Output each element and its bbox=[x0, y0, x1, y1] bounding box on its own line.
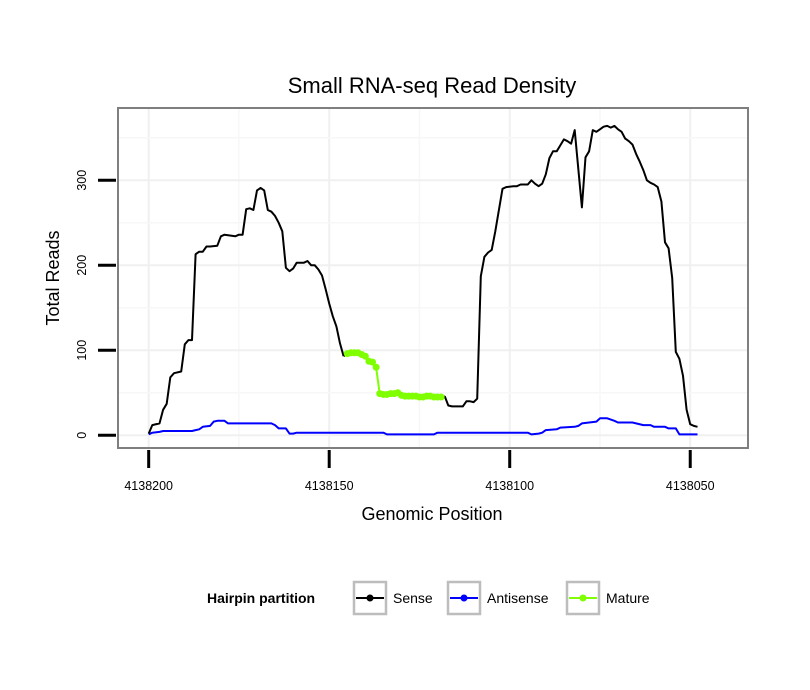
grid bbox=[118, 108, 748, 448]
series-line-sense bbox=[443, 124, 698, 428]
series-layer bbox=[147, 124, 698, 436]
x-tick-label: 4138100 bbox=[485, 479, 534, 493]
y-tick-label: 200 bbox=[75, 255, 89, 276]
series-line-sense bbox=[147, 186, 345, 434]
data-point-mature bbox=[372, 363, 380, 371]
legend-label-antisense: Antisense bbox=[487, 590, 549, 606]
y-axis: 0 100 200 300 bbox=[75, 170, 116, 439]
y-tick-label: 100 bbox=[75, 340, 89, 361]
x-tick-label: 4138200 bbox=[124, 479, 173, 493]
data-point-mature bbox=[369, 358, 377, 366]
legend-label-mature: Mature bbox=[606, 590, 650, 606]
legend-label-sense: Sense bbox=[393, 590, 433, 606]
x-tick-label: 4138050 bbox=[666, 479, 715, 493]
x-axis-title: Genomic Position bbox=[361, 504, 502, 524]
x-tick-label: 4138150 bbox=[305, 479, 354, 493]
legend-key-antisense-point bbox=[460, 594, 468, 602]
y-axis-title: Total Reads bbox=[43, 230, 63, 325]
data-point-mature bbox=[437, 393, 445, 401]
plot-panel bbox=[118, 108, 748, 448]
y-tick-label: 300 bbox=[75, 170, 89, 191]
legend-key-mature-point bbox=[579, 594, 587, 602]
series-line-antisense bbox=[148, 417, 698, 436]
y-tick-label: 0 bbox=[75, 432, 89, 439]
legend-key-sense-point bbox=[366, 594, 374, 602]
legend: Hairpin partition Sense Antisense Mature bbox=[207, 580, 650, 616]
plot-border bbox=[117, 107, 749, 449]
legend-title: Hairpin partition bbox=[207, 590, 315, 606]
data-point-mature bbox=[361, 352, 369, 360]
chart-title: Small RNA-seq Read Density bbox=[288, 73, 577, 98]
x-axis: 4138200 4138150 4138100 4138050 bbox=[124, 450, 715, 493]
